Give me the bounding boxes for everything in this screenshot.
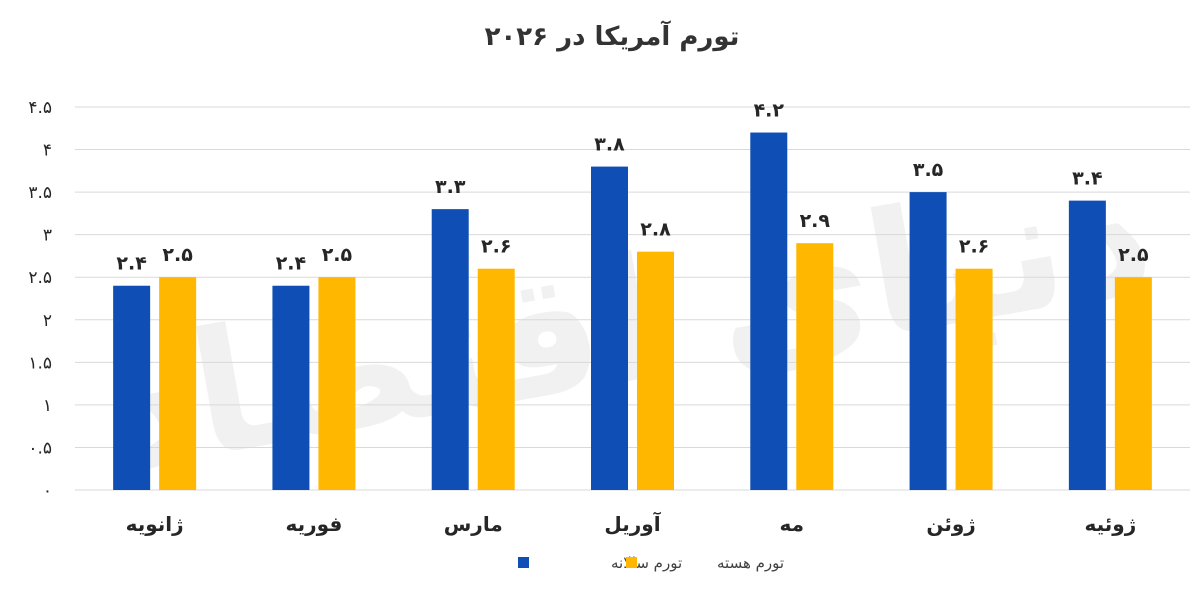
data-label: ۳.۸ xyxy=(594,134,625,156)
legend-label: تورم هسته xyxy=(717,554,784,572)
data-label: ۴.۲ xyxy=(754,100,785,122)
y-tick-label: ۲ xyxy=(43,311,52,331)
y-tick-label: ۰.۵ xyxy=(28,438,52,458)
x-tick-label: آوریل xyxy=(604,511,661,536)
bar-annual-1 xyxy=(272,285,310,490)
bar-annual-3 xyxy=(591,166,628,491)
bar-core-4 xyxy=(796,243,834,490)
y-axis: ۰ ۰.۵ ۱ ۱.۵ ۲ ۲.۵ ۳ ۳.۵ ۴ ۴.۵ xyxy=(28,98,52,501)
data-label: ۲.۶ xyxy=(959,236,989,258)
bar-annual-0 xyxy=(113,285,151,490)
x-tick-label: ژوئیه xyxy=(1084,512,1136,536)
data-label: ۲.۴ xyxy=(276,253,306,275)
data-label: ۲.۴ xyxy=(116,253,146,275)
bar-annual-2 xyxy=(431,209,469,490)
y-tick-label: ۴.۵ xyxy=(28,98,52,118)
x-tick-label: مه xyxy=(780,512,805,536)
x-tick-label: ژوئن xyxy=(926,512,975,536)
data-label: ۲.۵ xyxy=(1118,244,1149,266)
bar-core-0 xyxy=(159,277,197,490)
legend: تورم سالانه تورم هسته xyxy=(518,554,784,572)
data-label: ۳.۴ xyxy=(1072,168,1102,190)
data-label: ۳.۵ xyxy=(913,159,944,181)
y-tick-label: ۳ xyxy=(43,226,52,246)
chart-title: تورم آمریکا در ۲۰۲۶ xyxy=(485,20,740,52)
bar-annual-5 xyxy=(909,192,947,490)
y-tick-label: ۱.۵ xyxy=(28,353,52,373)
data-label: ۲.۸ xyxy=(640,219,671,241)
bar-annual-6 xyxy=(1068,200,1106,490)
legend-swatch xyxy=(626,557,637,568)
data-labels: ۲.۴ ۲.۵ ۲.۴ ۲.۵ ۳.۳ ۲.۶ ۳.۸ ۲.۸ ۴.۲ ۲.۹ ۳.۵ ۲.۶ ۳.۴ ۲… xyxy=(116,100,1149,275)
x-tick-label: مارس xyxy=(444,512,503,536)
y-tick-label: ۰ xyxy=(43,481,52,501)
bar-core-5 xyxy=(955,268,993,490)
x-axis: ژانویه فوریه مارس آوریل مه ژوئن ژوئیه xyxy=(126,511,1137,536)
grid xyxy=(75,106,1190,491)
y-tick-label: ۳.۵ xyxy=(28,183,52,203)
bar-annual-4 xyxy=(750,132,788,491)
legend-label: تورم سالانه xyxy=(611,554,682,572)
y-tick-label: ۴ xyxy=(43,141,52,161)
data-label: ۲.۵ xyxy=(322,244,353,266)
y-tick-label: ۱ xyxy=(43,396,52,416)
data-label: ۲.۶ xyxy=(481,236,511,258)
bar-core-6 xyxy=(1114,277,1152,490)
watermark: دنیای اقتصاد xyxy=(91,133,1166,512)
bar-core-2 xyxy=(477,268,515,490)
data-label: ۲.۵ xyxy=(162,244,193,266)
bar-core-1 xyxy=(318,277,356,490)
y-tick-label: ۲.۵ xyxy=(28,268,52,288)
x-tick-label: ژانویه xyxy=(126,512,184,536)
data-label: ۲.۹ xyxy=(800,210,831,232)
legend-swatch xyxy=(518,557,529,568)
bar-core-3 xyxy=(637,251,674,490)
bars xyxy=(113,132,1152,491)
data-label: ۳.۳ xyxy=(435,176,466,198)
x-tick-label: فوریه xyxy=(286,512,343,536)
